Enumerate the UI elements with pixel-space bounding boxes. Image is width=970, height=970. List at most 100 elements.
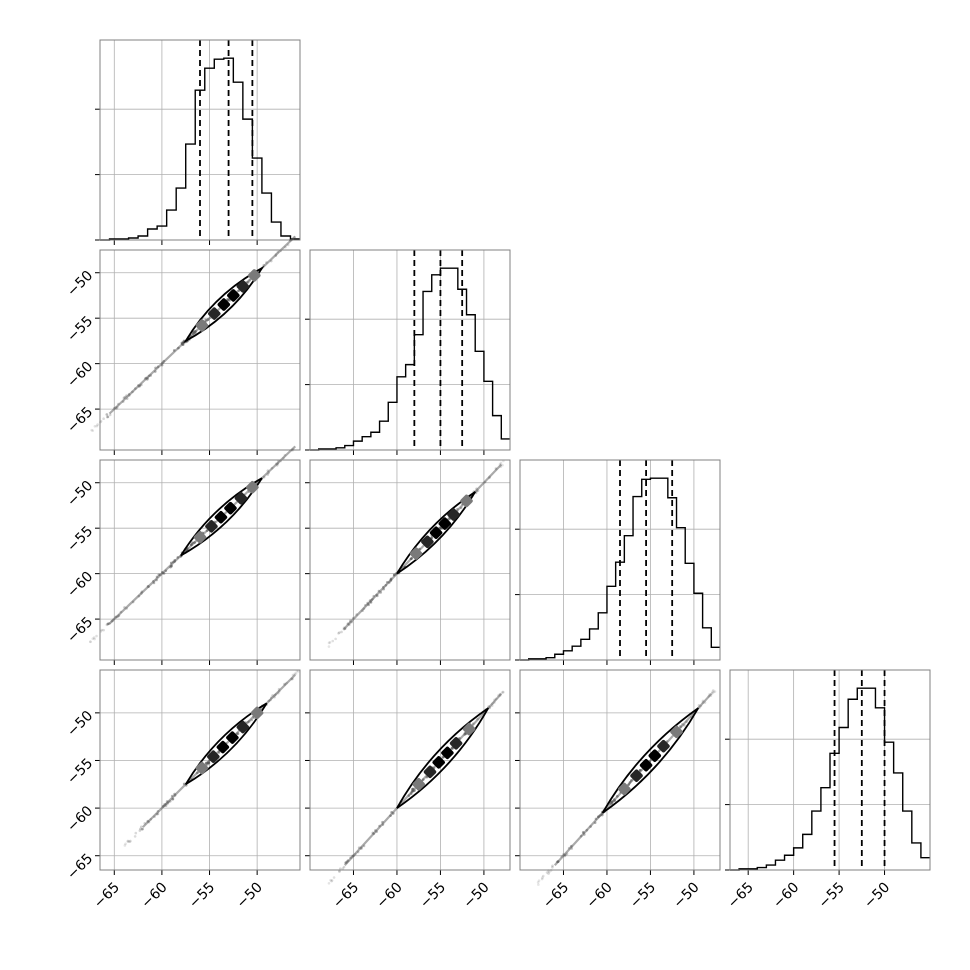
contour-outline <box>601 707 700 814</box>
panel-frame <box>99 459 301 661</box>
scatter-point <box>127 840 131 843</box>
scatter-point <box>91 429 95 432</box>
scatter-point <box>106 622 110 626</box>
scatter-point <box>551 864 554 868</box>
panel-frame <box>519 669 721 871</box>
y-tick-label: −60 <box>64 359 96 391</box>
scatter-point <box>100 628 104 632</box>
y-tick-label: −60 <box>64 803 96 835</box>
scatter-point <box>551 865 554 869</box>
scatter-point <box>102 628 105 632</box>
scatter-point <box>710 691 714 695</box>
density-band <box>553 693 713 866</box>
scatter-point <box>92 636 96 639</box>
density-block <box>432 756 445 769</box>
scatter-point <box>329 878 332 882</box>
scatter-point <box>712 690 716 694</box>
scatter-point <box>141 827 144 831</box>
y-tick-label: −55 <box>64 523 96 555</box>
density-block <box>648 749 662 762</box>
contour-outline <box>396 491 476 575</box>
scatter-point <box>134 831 138 835</box>
scatter-point <box>340 630 343 634</box>
scatter-point <box>327 645 331 648</box>
scatter-point <box>89 640 92 644</box>
density-block <box>227 289 240 302</box>
panel-frame <box>309 669 511 871</box>
density-band <box>343 693 503 866</box>
scatter-point <box>139 825 143 829</box>
density-block <box>657 739 670 753</box>
scatter-point <box>711 690 715 693</box>
density-block <box>236 280 250 293</box>
y-tick-label: −65 <box>64 851 96 883</box>
scatter-point <box>106 622 110 626</box>
x-tick-label: −55 <box>186 879 218 911</box>
density-block <box>226 731 239 744</box>
density-block <box>639 758 653 772</box>
density-block <box>447 508 460 521</box>
density-block <box>438 517 452 530</box>
histogram-panel-2 <box>515 459 721 665</box>
scatter-point <box>338 631 341 634</box>
scatter-point <box>540 877 544 881</box>
scatter-point <box>95 634 98 638</box>
scatter-panel-2-0 <box>89 445 301 665</box>
scatter-point <box>334 637 337 641</box>
scatter-point <box>108 413 112 417</box>
scatter-point <box>545 871 549 874</box>
x-tick-label: −65 <box>91 879 123 911</box>
density-block <box>460 494 473 508</box>
scatter-point <box>330 879 334 882</box>
scatter-point <box>711 689 715 692</box>
scatter-point <box>90 428 93 432</box>
density-block <box>234 491 248 505</box>
histogram-step-line <box>730 687 930 871</box>
y-tick-label: −55 <box>64 313 96 345</box>
scatter-point <box>124 842 127 846</box>
scatter-point <box>89 640 92 644</box>
scatter-point <box>541 874 545 878</box>
scatter-point <box>713 690 717 693</box>
scatter-point <box>93 424 97 428</box>
scatter-point <box>95 424 99 428</box>
scatter-point <box>332 876 336 879</box>
density-block <box>630 769 643 782</box>
histogram-step-line <box>310 267 510 451</box>
scatter-point <box>126 840 130 843</box>
scatter-point <box>541 876 544 879</box>
density-block <box>462 722 476 736</box>
scatter-point <box>105 413 108 416</box>
scatter-point <box>338 867 342 870</box>
density-block <box>412 778 425 791</box>
scatter-point <box>106 415 109 419</box>
scatter-point <box>342 627 346 631</box>
scatter-panel-2-1 <box>305 459 511 665</box>
histogram-step-line <box>100 57 300 241</box>
density-block <box>618 782 631 796</box>
scatter-point <box>547 872 550 875</box>
scatter-point <box>295 669 299 673</box>
y-tick-label: −50 <box>64 268 96 300</box>
contour-outline <box>180 477 263 557</box>
density-block <box>195 761 209 775</box>
scatter-point <box>140 827 144 831</box>
density-block <box>421 535 434 549</box>
scatter-point <box>138 829 142 832</box>
x-tick-label: −60 <box>584 879 616 911</box>
density-block <box>205 520 218 533</box>
scatter-point <box>294 672 298 675</box>
scatter-point <box>128 840 132 844</box>
scatter-point <box>297 670 300 673</box>
scatter-point <box>537 879 541 882</box>
scatter-point <box>337 631 340 635</box>
density-block <box>429 526 443 539</box>
scatter-panel-1-0 <box>90 235 301 455</box>
density-block <box>208 307 221 320</box>
density-block <box>409 547 423 560</box>
scatter-point <box>501 690 505 694</box>
scatter-point <box>500 691 504 694</box>
scatter-point <box>126 839 130 843</box>
density-band <box>142 673 297 828</box>
